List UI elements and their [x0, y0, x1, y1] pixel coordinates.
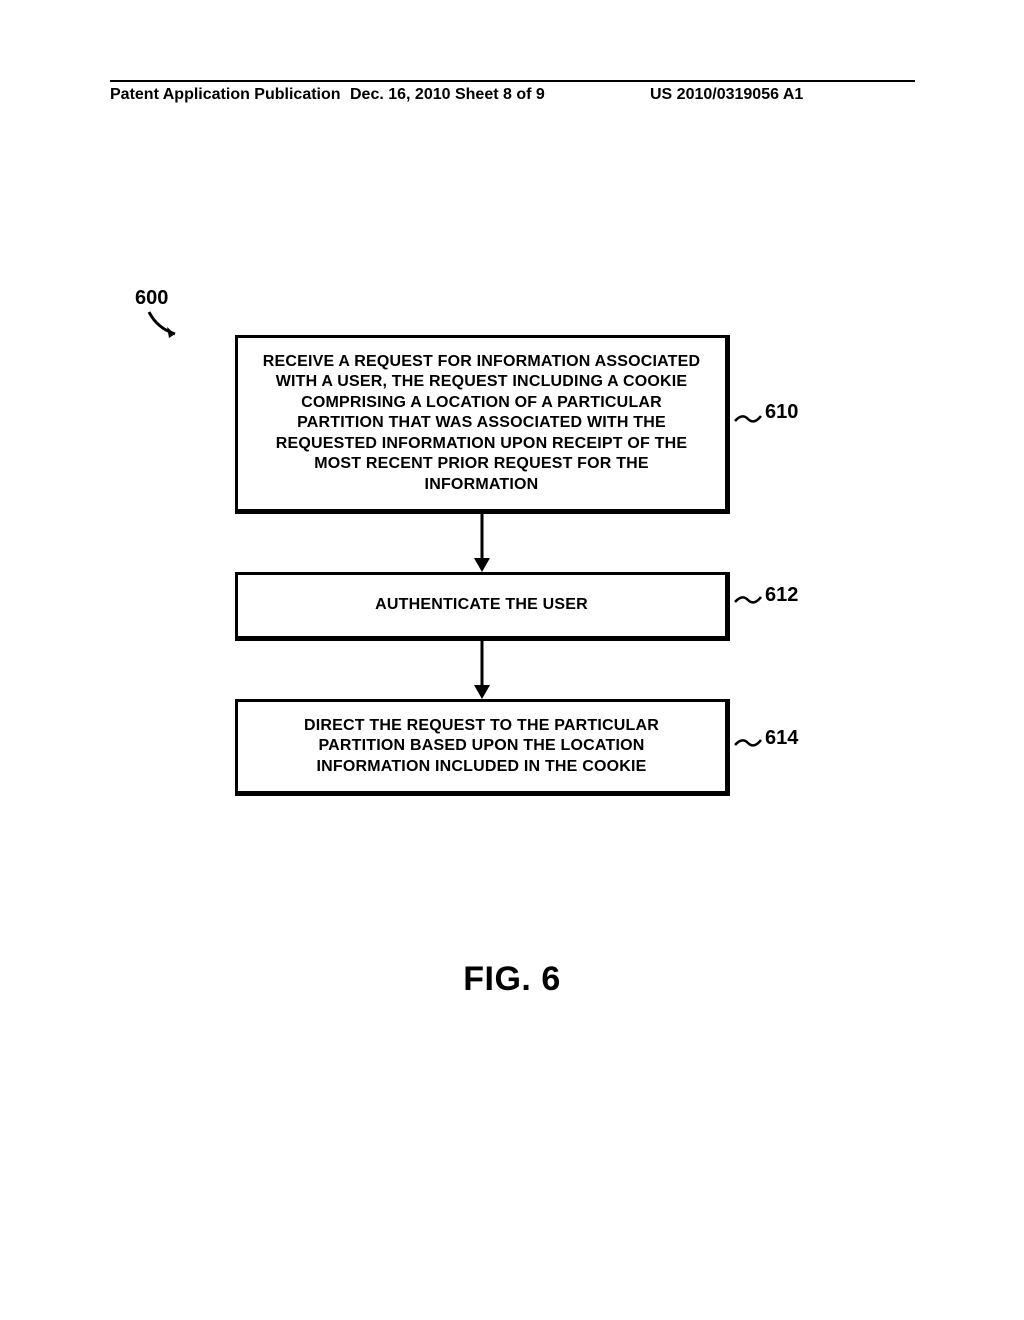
ref-connector-icon	[733, 735, 763, 749]
flow-edge	[235, 641, 730, 699]
header-right: US 2010/0319056 A1	[650, 86, 803, 104]
flow-node: AUTHENTICATE THE USER	[235, 572, 730, 640]
page: Patent Application Publication Dec. 16, …	[0, 0, 1024, 1320]
diagram-ref-arrow	[145, 310, 185, 340]
flow-node-text: DIRECT THE REQUEST TO THE PARTICULAR PAR…	[304, 717, 659, 775]
flow-node-ref: 614	[765, 727, 798, 750]
flow-node-ref: 612	[765, 584, 798, 607]
flow-edge	[235, 514, 730, 572]
flow-node: DIRECT THE REQUEST TO THE PARTICULAR PAR…	[235, 699, 730, 796]
ref-connector-icon	[733, 411, 763, 425]
header-left: Patent Application Publication	[110, 86, 341, 104]
flow-node-text: AUTHENTICATE THE USER	[375, 596, 588, 613]
flow-node-text: RECEIVE A REQUEST FOR INFORMATION ASSOCI…	[263, 353, 701, 493]
ref-connector-icon	[733, 592, 763, 606]
diagram-ref-label: 600	[135, 287, 168, 310]
header-center: Dec. 16, 2010 Sheet 8 of 9	[350, 86, 545, 104]
flow-node: RECEIVE A REQUEST FOR INFORMATION ASSOCI…	[235, 335, 730, 514]
figure-label: FIG. 6	[0, 960, 1024, 999]
flowchart: RECEIVE A REQUEST FOR INFORMATION ASSOCI…	[235, 335, 795, 796]
flow-node-ref: 610	[765, 401, 798, 424]
header-rule	[110, 80, 915, 82]
